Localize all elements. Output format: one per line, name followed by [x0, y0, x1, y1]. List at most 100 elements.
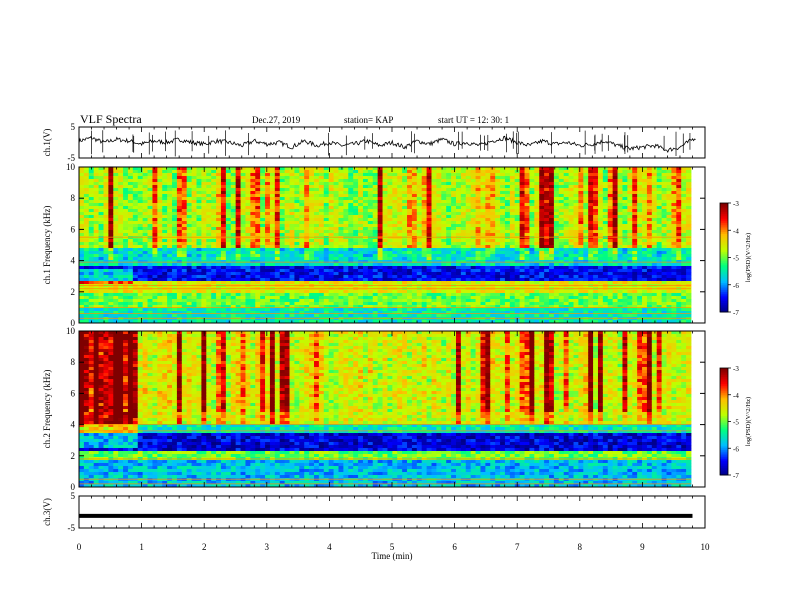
spectrogram-cell — [79, 260, 85, 264]
spectrogram-cell — [245, 173, 251, 177]
spectrogram-cell — [304, 245, 310, 249]
spectrogram-cell — [211, 257, 217, 261]
spectrogram-cell — [260, 209, 266, 213]
spectrogram-cell — [323, 278, 330, 282]
spectrogram-cell — [108, 248, 114, 252]
spectrogram-cell — [387, 266, 393, 270]
spectrogram-cell — [402, 218, 408, 222]
spectrogram-cell — [176, 224, 183, 228]
spectrogram-cell — [504, 254, 511, 258]
spectrogram-cell — [157, 188, 163, 192]
spectrogram-cell — [426, 257, 432, 261]
spectrogram-cell — [196, 218, 202, 222]
spectrogram-cell — [294, 221, 300, 225]
spectrogram-cell — [465, 221, 472, 225]
spectrogram-cell — [269, 170, 276, 174]
spectrogram-cell — [279, 218, 286, 222]
spectrogram-cell — [265, 194, 271, 198]
spectrogram-cell — [127, 254, 134, 258]
spectrogram-cell — [172, 239, 178, 243]
spectrogram-cell — [455, 320, 462, 324]
spectrogram-cell — [353, 185, 359, 189]
spectrogram-cell — [338, 239, 344, 243]
spectrogram-cell — [260, 167, 266, 171]
spectrogram-cell — [392, 182, 398, 186]
spectrogram-cell — [495, 248, 501, 252]
spectrogram-cell — [514, 293, 521, 297]
spectrogram-cell — [98, 260, 104, 264]
spectrogram-cell — [216, 278, 222, 282]
spectrogram-cell — [500, 290, 506, 294]
spectrogram-cell — [431, 251, 437, 255]
spectrogram-cell — [88, 206, 95, 210]
spectrogram-cell — [88, 224, 95, 228]
spectrogram-cell — [289, 191, 295, 195]
spectrogram-cell — [338, 200, 344, 204]
spectrogram-cell — [181, 314, 188, 318]
spectrogram-cell — [162, 266, 168, 270]
spectrogram-cell — [441, 272, 447, 276]
spectrogram-cell — [240, 215, 246, 219]
spectrogram-cell — [93, 233, 99, 237]
spectrogram-cell — [446, 290, 452, 294]
spectrogram-cell — [367, 188, 374, 192]
spectrogram-cell — [113, 245, 119, 249]
spectrogram-cell — [392, 296, 398, 300]
spectrogram-cell — [103, 218, 109, 222]
spectrogram-cell — [123, 176, 129, 180]
spectrogram-cell — [416, 236, 423, 240]
spectrogram-cell — [407, 278, 413, 282]
spectrogram-cell — [328, 194, 334, 198]
spectrogram-cell — [392, 197, 398, 201]
spectrogram-cell — [167, 248, 173, 252]
spectrogram-cell — [186, 260, 193, 264]
spectrogram-cell — [485, 191, 491, 195]
spectrogram-cell — [196, 236, 202, 240]
spectrogram-cell — [426, 251, 432, 255]
spectrogram-cell — [372, 197, 379, 201]
spectrogram-cell — [211, 170, 217, 174]
spectrogram-cell — [137, 203, 144, 207]
spectrogram-cell — [191, 242, 197, 246]
spectrogram-cell — [348, 281, 354, 285]
spectrogram-cell — [79, 206, 85, 210]
spectrogram-cell — [362, 197, 369, 201]
spectrogram-cell — [220, 269, 227, 273]
ch1-waveform-panel: 5-5ch.1(V) — [42, 122, 706, 163]
spectrogram-cell — [196, 290, 202, 294]
spectrogram-cell — [206, 296, 212, 300]
spectrogram-cell — [157, 275, 163, 279]
spectrogram-cell — [167, 224, 173, 228]
spectrogram-cell — [98, 194, 104, 198]
spectrogram-cell — [225, 173, 232, 177]
spectrogram-cell — [93, 278, 99, 282]
spectrogram-cell — [514, 215, 521, 219]
spectrogram-cell — [167, 176, 173, 180]
spectrogram-cell — [411, 182, 418, 186]
spectrogram-cell — [118, 257, 124, 261]
spectrogram-cell — [201, 314, 207, 318]
spectrogram-cell — [338, 233, 344, 237]
spectrogram-cell — [206, 194, 212, 198]
spectrogram-cell — [436, 215, 442, 219]
spectrogram-cell — [83, 278, 90, 282]
spectrogram-cell — [225, 218, 232, 222]
spectrogram-cell — [201, 212, 207, 216]
spectrogram-cell — [113, 296, 119, 300]
spectrogram-cell — [382, 320, 388, 324]
spectrogram-cell — [524, 299, 530, 303]
spectrogram-cell — [314, 173, 320, 177]
spectrogram-cell — [411, 272, 418, 276]
spectrogram-cell — [480, 257, 486, 261]
spectrogram-cell — [333, 170, 339, 174]
spectrogram-cell — [416, 167, 423, 171]
spectrogram-cell — [490, 200, 496, 204]
spectrogram-cell — [245, 212, 251, 216]
spectrogram-cell — [426, 191, 432, 195]
spectrogram-cell — [524, 215, 530, 219]
spectrogram-cell — [98, 263, 104, 267]
spectrogram-cell — [93, 230, 99, 234]
spectrogram-cell — [176, 290, 183, 294]
spectrogram-cell — [490, 260, 496, 264]
spectrogram-cell — [289, 182, 295, 186]
